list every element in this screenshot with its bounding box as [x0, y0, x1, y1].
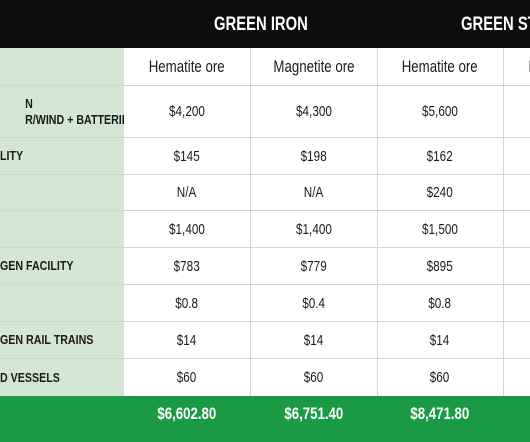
- row-divider: [0, 247, 530, 248]
- table-cell: $14: [430, 331, 450, 349]
- row-divider: [0, 210, 530, 211]
- row-divider: [0, 284, 530, 285]
- total-row-band: [0, 396, 530, 442]
- column-divider: [503, 48, 504, 396]
- table-cell: $4,200: [169, 103, 205, 120]
- table-cell: $145: [173, 147, 201, 165]
- subheader-magnetite-ore: Magnetite ore: [272, 56, 355, 76]
- row-label: [0, 175, 124, 210]
- column-divider: [377, 48, 378, 396]
- table-cell: $1,400: [295, 220, 332, 238]
- table-cell: $783: [173, 257, 201, 275]
- table-cell: $60: [430, 369, 450, 386]
- row-label: [0, 211, 124, 247]
- row-label: NR/WIND + BATTERIES): [25, 95, 124, 127]
- table-cell: $60: [177, 369, 197, 386]
- table-cell: N/A: [303, 184, 324, 201]
- table-cell: $4,300: [295, 103, 332, 120]
- group-header-green-steel: GREEN STE: [461, 14, 530, 35]
- subheader-magnetite-ore-cropped: M: [503, 48, 530, 85]
- row-label: GEN FACILITY: [0, 258, 74, 273]
- row-label: GEN RAIL TRAINS: [0, 332, 94, 347]
- row-label-column: [0, 48, 124, 396]
- table-cell: $779: [300, 257, 327, 275]
- table-cell: $1,400: [169, 220, 205, 238]
- total-cell: $6,602.80: [157, 404, 217, 423]
- table-cell: $895: [426, 257, 454, 275]
- row-label: [0, 285, 124, 321]
- table-cell: $60: [303, 369, 324, 386]
- table-cell: $5,600: [422, 103, 458, 120]
- row-divider: [0, 137, 530, 138]
- row-divider: [0, 321, 530, 322]
- row-divider: [0, 358, 530, 359]
- subheader-hematite-ore: Hematite ore: [402, 56, 478, 76]
- table-cell: $14: [303, 331, 324, 349]
- group-header-green-iron: GREEN IRON: [214, 14, 308, 35]
- row-divider: [0, 85, 530, 86]
- table-cell: $240: [426, 184, 454, 201]
- subheader-hematite-ore: Hematite ore: [149, 56, 225, 76]
- table-cell: $0.4: [302, 294, 325, 312]
- table-cell: $0.8: [175, 294, 199, 312]
- row-label: D VESSELS: [0, 369, 60, 385]
- row-divider: [0, 174, 530, 175]
- table-cell: N/A: [177, 184, 197, 201]
- table-cell: $198: [300, 147, 327, 165]
- column-divider: [250, 48, 251, 396]
- table-cell: $0.8: [428, 294, 452, 312]
- row-label: LITY: [0, 148, 24, 163]
- table-header-band: [0, 0, 530, 48]
- total-cell: $8,471.80: [410, 404, 470, 423]
- table-cell: $162: [426, 147, 454, 165]
- total-cell: $6,751.40: [283, 404, 343, 423]
- table-cell: $1,500: [422, 220, 458, 238]
- table-cell: $14: [177, 331, 197, 349]
